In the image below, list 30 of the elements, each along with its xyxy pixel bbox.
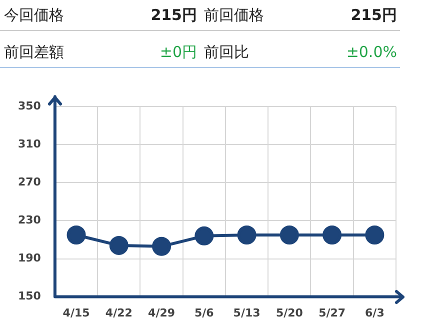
x-tick-label: 5/6: [194, 306, 214, 320]
y-tick-label: 270: [18, 176, 42, 189]
text: ±0.0%: [346, 42, 397, 62]
point: [194, 226, 214, 246]
x-tick-label: 5/27: [318, 306, 346, 320]
point: [365, 225, 384, 244]
y-tick-label: 230: [18, 214, 42, 227]
x-tick-label: 5/20: [276, 306, 304, 320]
point: [152, 236, 172, 256]
point: [322, 225, 342, 244]
text: 215円: [150, 6, 197, 24]
y-tick-label: 350: [18, 99, 42, 112]
text: 前回価格: [204, 6, 264, 24]
y-tick-label: 150: [18, 290, 42, 303]
x-tick-label: 6/3: [365, 306, 384, 320]
x-tick-label: 4/15: [62, 306, 90, 320]
x-tick-label: 4/29: [148, 306, 176, 320]
point: [109, 236, 128, 255]
y-tick-label: 310: [18, 138, 42, 150]
text: ±0円: [160, 42, 197, 62]
text: 前回差額: [4, 42, 64, 62]
point: [66, 225, 86, 244]
text: 前回比: [204, 42, 249, 62]
point: [280, 225, 299, 244]
text: 今回価格: [4, 6, 64, 24]
x-tick-label: 4/22: [105, 306, 132, 320]
text: 215円: [350, 6, 397, 24]
point: [237, 225, 256, 244]
x-tick-label: 5/13: [233, 306, 260, 320]
y-tick-label: 190: [18, 252, 42, 265]
